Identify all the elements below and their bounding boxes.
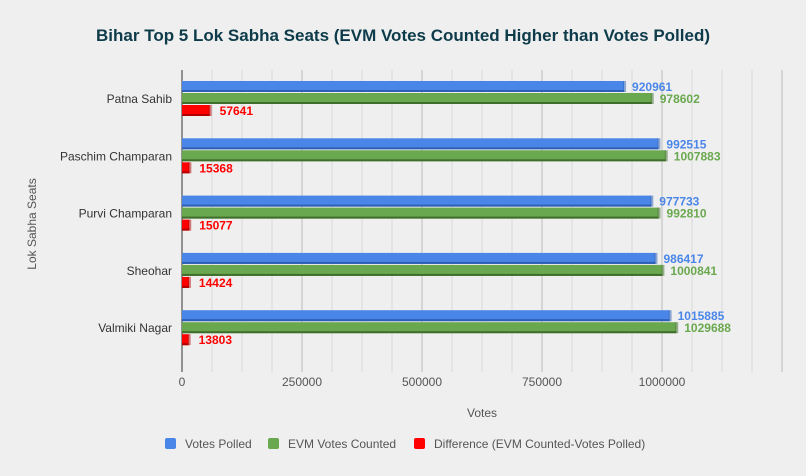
- bar: [182, 322, 677, 334]
- legend-label: Difference (EVM Counted-Votes Polled): [434, 437, 645, 451]
- legend-swatch: [165, 438, 176, 449]
- data-label: 920961: [632, 80, 672, 94]
- category-label: Patna Sahib: [107, 92, 173, 106]
- bar-side: [187, 334, 191, 346]
- bar: [182, 310, 670, 322]
- bar: [182, 138, 659, 150]
- data-label: 992810: [667, 207, 707, 221]
- data-label: 1007883: [674, 149, 721, 163]
- category-label: Paschim Champaran: [60, 149, 172, 163]
- bar-shadow: [182, 273, 663, 276]
- legend-swatch: [414, 438, 425, 449]
- bar-shadow: [182, 216, 659, 219]
- data-label: 978602: [660, 92, 700, 106]
- bar-side: [657, 138, 661, 150]
- gridlines: [181, 70, 783, 372]
- x-tick-label: 500000: [402, 375, 442, 389]
- bar: [182, 105, 210, 116]
- bar-side: [664, 150, 668, 162]
- data-label: 992515: [666, 137, 706, 151]
- bar-side: [623, 81, 627, 92]
- bar: [182, 81, 625, 92]
- legend-label: Votes Polled: [185, 437, 252, 451]
- bar-side: [661, 264, 665, 276]
- bar: [182, 334, 189, 346]
- category-label: Valmiki Nagar: [98, 321, 172, 335]
- bar-side: [654, 252, 658, 264]
- data-label: 977733: [659, 195, 699, 209]
- bar: [182, 276, 189, 288]
- bar-shadow: [182, 90, 625, 92]
- bar: [182, 93, 652, 104]
- legend-swatch: [268, 438, 279, 449]
- data-label: 15368: [199, 161, 233, 175]
- bar-shadow: [182, 285, 189, 288]
- bar: [182, 207, 659, 219]
- bar-shadow: [182, 319, 670, 322]
- category-labels: Patna Sahib Paschim Champaran Purvi Champa…: [60, 92, 172, 335]
- x-tick-label: 1000000: [639, 375, 686, 389]
- bar-shadow: [182, 147, 659, 150]
- bar: [182, 195, 652, 207]
- bar-side: [650, 93, 654, 104]
- x-tick-label: 250000: [282, 375, 322, 389]
- y-axis-label: Lok Sabha Seats: [25, 178, 39, 269]
- bar: [182, 219, 190, 231]
- data-label: 1029688: [684, 321, 731, 335]
- bar-side: [208, 105, 212, 116]
- data-label: 986417: [663, 252, 703, 266]
- bar-shadow: [182, 228, 190, 231]
- bar-shadow: [182, 343, 189, 346]
- bar-side: [187, 276, 191, 288]
- chart-title: Bihar Top 5 Lok Sabha Seats (EVM Votes C…: [96, 26, 710, 45]
- legend: Votes Polled EVM Votes Counted Difference …: [165, 437, 645, 451]
- data-label: 1015885: [678, 309, 725, 323]
- x-tick-labels: 0 250000 500000 750000 1000000: [179, 375, 686, 389]
- category-label: Purvi Champaran: [79, 207, 172, 221]
- x-tick-label: 0: [179, 375, 186, 389]
- bar-side: [650, 195, 654, 207]
- data-label: 1000841: [670, 264, 717, 278]
- bar-shadow: [182, 261, 656, 264]
- data-label: 57641: [220, 104, 254, 118]
- bar-side: [188, 162, 192, 174]
- bar-shadow: [182, 331, 677, 334]
- bar-shadow: [182, 114, 210, 116]
- x-tick-label: 750000: [522, 375, 562, 389]
- bar: [182, 162, 190, 174]
- bar-shadow: [182, 204, 652, 207]
- bar-side: [675, 322, 679, 334]
- category-label: Sheohar: [127, 264, 172, 278]
- bar-side: [657, 207, 661, 219]
- bar-side: [188, 219, 192, 231]
- data-label: 14424: [199, 276, 233, 290]
- x-axis-label: Votes: [467, 406, 497, 420]
- bar: [182, 252, 656, 264]
- bar: [182, 264, 663, 276]
- bar-shadow: [182, 159, 666, 162]
- bar: [182, 150, 666, 162]
- bar-shadow: [182, 171, 190, 174]
- bar-shadow: [182, 102, 652, 104]
- data-label: 13803: [199, 333, 233, 347]
- data-label: 15077: [199, 219, 233, 233]
- bar-side: [668, 310, 672, 322]
- legend-label: EVM Votes Counted: [288, 437, 396, 451]
